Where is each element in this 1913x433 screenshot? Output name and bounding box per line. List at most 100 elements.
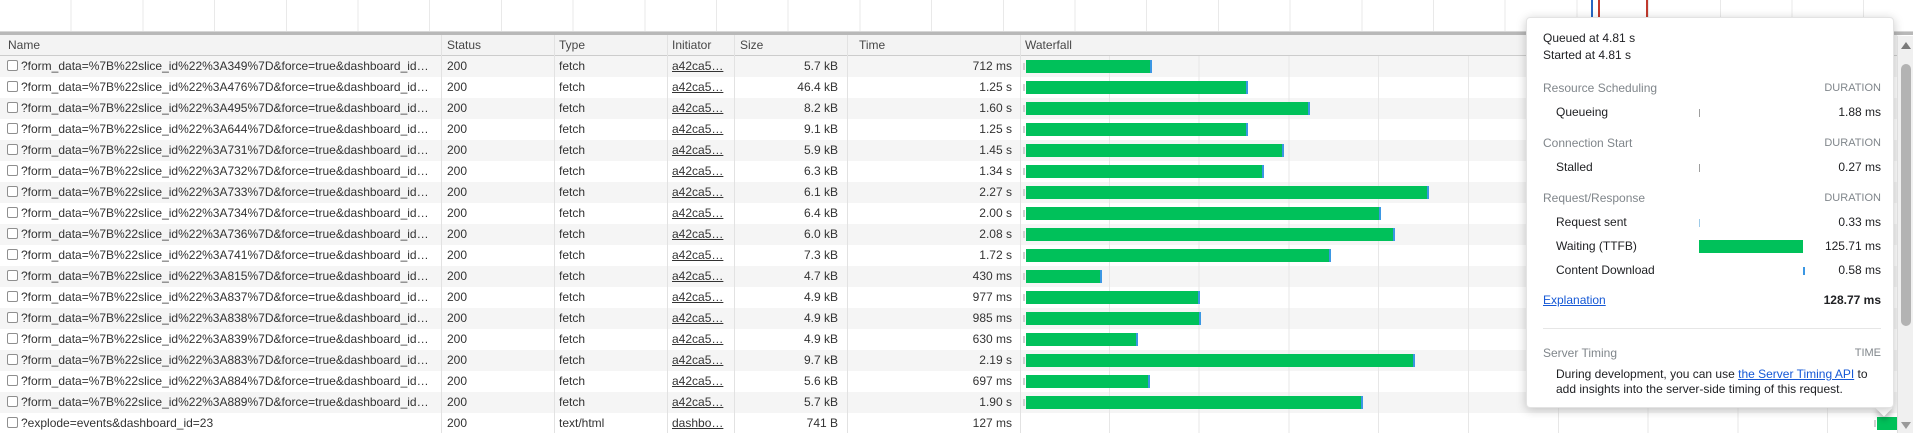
initiator-link[interactable]: a42ca5…	[672, 269, 724, 283]
scrollbar-down-arrow-icon[interactable]	[1901, 422, 1911, 429]
request-name[interactable]: ?form_data=%7B%22slice_id%22%3A839%7D&fo…	[21, 332, 429, 346]
overview-table-splitter[interactable]	[0, 32, 1913, 35]
row-checkbox[interactable]	[7, 165, 18, 176]
waterfall-bar[interactable]	[1023, 270, 1103, 283]
server-timing-api-link[interactable]: the Server Timing API	[1738, 367, 1855, 381]
request-name[interactable]: ?form_data=%7B%22slice_id%22%3A733%7D&fo…	[21, 185, 429, 199]
column-header-size[interactable]: Size	[740, 38, 764, 52]
row-checkbox[interactable]	[7, 207, 18, 218]
row-checkbox[interactable]	[7, 144, 18, 155]
type-cell: fetch	[559, 59, 586, 73]
request-name[interactable]: ?form_data=%7B%22slice_id%22%3A837%7D&fo…	[21, 290, 429, 304]
waterfall-bar[interactable]	[1023, 249, 1332, 262]
table-row[interactable]: ?explode=events&dashboard_id=23 200 text/h…	[0, 413, 1897, 433]
initiator-link[interactable]: a42ca5…	[672, 353, 724, 367]
row-checkbox[interactable]	[7, 396, 18, 407]
waterfall-bar[interactable]	[1023, 354, 1415, 367]
row-checkbox[interactable]	[7, 186, 18, 197]
initiator-link[interactable]: a42ca5…	[672, 80, 724, 94]
initiator-link[interactable]: a42ca5…	[672, 332, 724, 346]
initiator-link[interactable]: a42ca5…	[672, 122, 724, 136]
column-header-time[interactable]: Time	[859, 38, 886, 52]
bar-stalled-tick	[1023, 378, 1025, 385]
row-checkbox[interactable]	[7, 249, 18, 260]
initiator-link[interactable]: a42ca5…	[672, 248, 724, 262]
waterfall-bar[interactable]	[1023, 102, 1311, 115]
waterfall-bar[interactable]	[1023, 81, 1248, 94]
row-checkbox[interactable]	[7, 354, 18, 365]
request-name[interactable]: ?form_data=%7B%22slice_id%22%3A883%7D&fo…	[21, 353, 429, 367]
request-name[interactable]: ?form_data=%7B%22slice_id%22%3A838%7D&fo…	[21, 311, 429, 325]
column-header-type[interactable]: Type	[559, 38, 586, 52]
waterfall-bar[interactable]	[1873, 417, 1897, 430]
initiator-link[interactable]: a42ca5…	[672, 185, 724, 199]
request-name[interactable]: ?form_data=%7B%22slice_id%22%3A889%7D&fo…	[21, 395, 429, 409]
bar-download-segment	[1147, 375, 1150, 388]
phase-timing-track	[1699, 264, 1807, 277]
request-name[interactable]: ?form_data=%7B%22slice_id%22%3A815%7D&fo…	[21, 269, 429, 283]
initiator-link[interactable]: a42ca5…	[672, 395, 724, 409]
vertical-scrollbar[interactable]	[1897, 36, 1913, 433]
request-name[interactable]: ?form_data=%7B%22slice_id%22%3A741%7D&fo…	[21, 248, 429, 262]
initiator-link[interactable]: a42ca5…	[672, 143, 724, 157]
bar-stalled-tick	[1023, 189, 1025, 196]
row-checkbox[interactable]	[7, 270, 18, 281]
column-header-name[interactable]: Name	[8, 38, 41, 52]
request-name[interactable]: ?form_data=%7B%22slice_id%22%3A732%7D&fo…	[21, 164, 429, 178]
initiator-link[interactable]: a42ca5…	[672, 59, 724, 73]
column-header-initiator[interactable]: Initiator	[672, 38, 712, 52]
waterfall-bar[interactable]	[1023, 60, 1153, 73]
waterfall-bar[interactable]	[1023, 144, 1284, 157]
time-cell: 2.19 s	[979, 353, 1012, 367]
waterfall-bar[interactable]	[1023, 333, 1138, 346]
explanation-link[interactable]: Explanation	[1543, 293, 1606, 307]
waterfall-bar[interactable]	[1023, 123, 1248, 136]
status-cell: 200	[447, 374, 468, 388]
request-name[interactable]: ?form_data=%7B%22slice_id%22%3A349%7D&fo…	[21, 59, 429, 73]
row-checkbox[interactable]	[7, 228, 18, 239]
bar-download-segment	[1329, 249, 1332, 262]
waterfall-bar[interactable]	[1023, 228, 1396, 241]
initiator-link[interactable]: a42ca5…	[672, 206, 724, 220]
initiator-link[interactable]: a42ca5…	[672, 311, 724, 325]
initiator-link[interactable]: a42ca5…	[672, 374, 724, 388]
row-checkbox[interactable]	[7, 102, 18, 113]
scrollbar-up-arrow-icon[interactable]	[1901, 42, 1911, 49]
row-checkbox[interactable]	[7, 333, 18, 344]
column-header-status[interactable]: Status	[447, 38, 482, 52]
waterfall-bar[interactable]	[1023, 375, 1150, 388]
request-name[interactable]: ?form_data=%7B%22slice_id%22%3A734%7D&fo…	[21, 206, 429, 220]
time-cell: 430 ms	[972, 269, 1012, 283]
request-name[interactable]: ?form_data=%7B%22slice_id%22%3A736%7D&fo…	[21, 227, 429, 241]
column-header-waterfall[interactable]: Waterfall	[1025, 38, 1072, 52]
network-overview-timeline[interactable]	[0, 0, 1913, 32]
scrollbar-thumb[interactable]	[1901, 64, 1911, 326]
bar-download-segment	[1412, 354, 1415, 367]
request-name[interactable]: ?form_data=%7B%22slice_id%22%3A884%7D&fo…	[21, 374, 429, 388]
waterfall-bar[interactable]	[1023, 312, 1201, 325]
row-checkbox[interactable]	[7, 417, 18, 428]
request-name[interactable]: ?form_data=%7B%22slice_id%22%3A495%7D&fo…	[21, 101, 429, 115]
row-checkbox[interactable]	[7, 60, 18, 71]
waterfall-bar[interactable]	[1023, 207, 1382, 220]
waterfall-bar[interactable]	[1023, 396, 1364, 409]
row-checkbox[interactable]	[7, 291, 18, 302]
request-name[interactable]: ?form_data=%7B%22slice_id%22%3A476%7D&fo…	[21, 80, 429, 94]
row-checkbox[interactable]	[7, 123, 18, 134]
initiator-link[interactable]: a42ca5…	[672, 164, 724, 178]
waterfall-bar[interactable]	[1023, 291, 1200, 304]
initiator-link[interactable]: a42ca5…	[672, 101, 724, 115]
waterfall-bar[interactable]	[1023, 165, 1264, 178]
request-name[interactable]: ?form_data=%7B%22slice_id%22%3A731%7D&fo…	[21, 143, 429, 157]
row-checkbox[interactable]	[7, 375, 18, 386]
row-checkbox[interactable]	[7, 312, 18, 323]
initiator-link[interactable]: dashbo…	[672, 416, 724, 430]
initiator-link[interactable]: a42ca5…	[672, 290, 724, 304]
initiator-link[interactable]: a42ca5…	[672, 227, 724, 241]
request-name[interactable]: ?explode=events&dashboard_id=23	[21, 416, 214, 430]
waterfall-bar[interactable]	[1023, 186, 1430, 199]
request-name[interactable]: ?form_data=%7B%22slice_id%22%3A644%7D&fo…	[21, 122, 429, 136]
status-cell: 200	[447, 248, 468, 262]
tooltip-started-at: Started at 4.81 s	[1543, 48, 1632, 62]
row-checkbox[interactable]	[7, 81, 18, 92]
